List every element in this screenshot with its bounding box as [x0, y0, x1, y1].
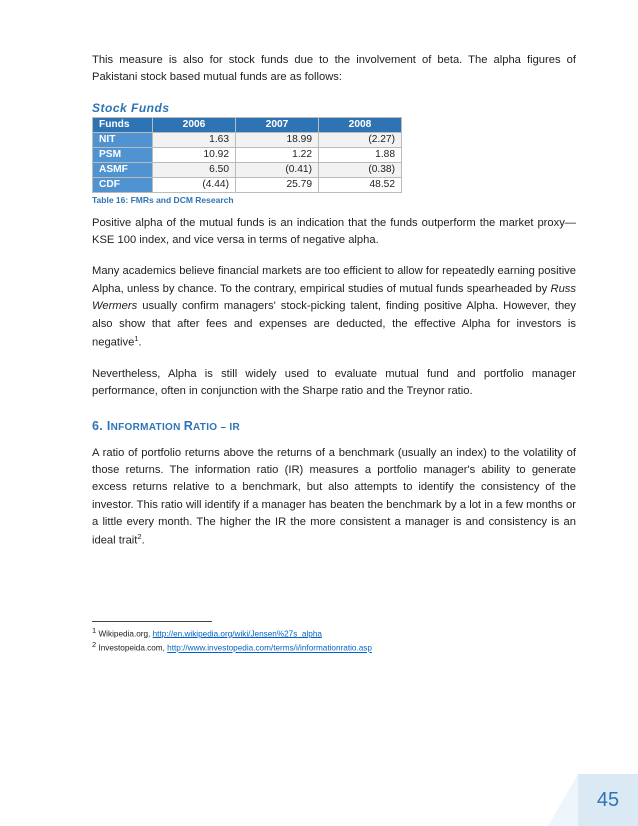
footnote-link-wikipedia[interactable]: http://en.wikipedia.org/wiki/Jensen%27s_…	[153, 629, 322, 638]
cell: ASMF	[93, 162, 153, 177]
table-row: PSM 10.92 1.22 1.88	[93, 147, 402, 162]
stock-funds-table: Funds 2006 2007 2008 NIT 1.63 18.99 (2.2…	[92, 117, 402, 193]
cell: (0.41)	[236, 162, 319, 177]
cell: (4.44)	[153, 177, 236, 192]
section-heading-ir: 6. INFORMATION RATIO – IR	[92, 419, 576, 433]
col-2007: 2007	[236, 117, 319, 132]
cell: 25.79	[236, 177, 319, 192]
paragraph-nevertheless: Nevertheless, Alpha is still widely used…	[92, 366, 576, 401]
table-title: Stock Funds	[92, 101, 576, 115]
col-funds: Funds	[93, 117, 153, 132]
cell: 1.63	[153, 132, 236, 147]
page-number: 45	[578, 774, 638, 826]
table-row: NIT 1.63 18.99 (2.27)	[93, 132, 402, 147]
col-2008: 2008	[319, 117, 402, 132]
cell: PSM	[93, 147, 153, 162]
cell: 48.52	[319, 177, 402, 192]
intro-paragraph: This measure is also for stock funds due…	[92, 52, 576, 87]
corner-accent	[548, 774, 578, 826]
footnote-link-investopedia[interactable]: http://www.investopedia.com/terms/i/info…	[167, 644, 372, 653]
col-2006: 2006	[153, 117, 236, 132]
cell: CDF	[93, 177, 153, 192]
cell: (0.38)	[319, 162, 402, 177]
paragraph-positive-alpha: Positive alpha of the mutual funds is an…	[92, 215, 576, 250]
paragraph-academics: Many academics believe financial markets…	[92, 263, 576, 352]
table-row: CDF (4.44) 25.79 48.52	[93, 177, 402, 192]
footnote-2: 2 Investopeida.com, http://www.investope…	[92, 640, 576, 654]
table-row: ASMF 6.50 (0.41) (0.38)	[93, 162, 402, 177]
cell: NIT	[93, 132, 153, 147]
table-caption: Table 16: FMRs and DCM Research	[92, 195, 576, 205]
cell: 1.22	[236, 147, 319, 162]
cell: 10.92	[153, 147, 236, 162]
cell: 18.99	[236, 132, 319, 147]
footnote-rule	[92, 621, 212, 622]
footnote-1: 1 Wikipedia.org, http://en.wikipedia.org…	[92, 626, 576, 640]
cell: 6.50	[153, 162, 236, 177]
paragraph-ir: A ratio of portfolio returns above the r…	[92, 445, 576, 551]
cell: 1.88	[319, 147, 402, 162]
cell: (2.27)	[319, 132, 402, 147]
